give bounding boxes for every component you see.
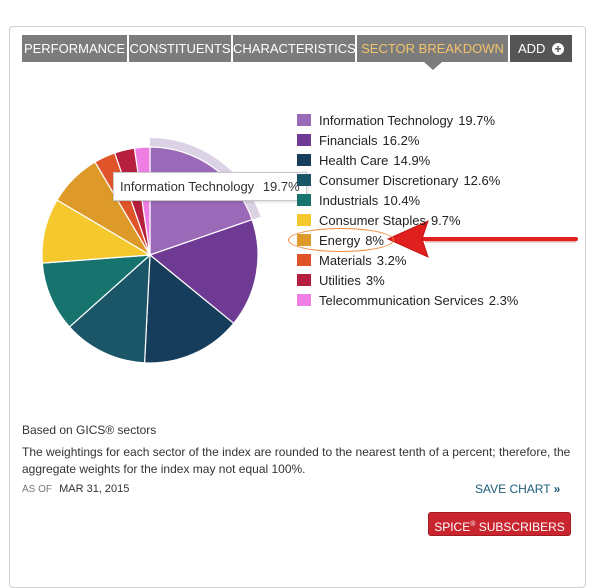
legend-swatch xyxy=(297,174,311,186)
legend-text: Materials 3.2% xyxy=(319,253,406,268)
legend-swatch xyxy=(297,274,311,286)
tab-characteristics[interactable]: CHARACTERISTICS xyxy=(233,35,357,62)
legend-swatch xyxy=(297,114,311,126)
legend-value: 16.2% xyxy=(382,132,420,148)
double-chevron-right-icon: » xyxy=(553,482,561,496)
save-chart-link[interactable]: SAVE CHART» xyxy=(475,482,560,496)
as-of-label: AS OF xyxy=(22,484,53,495)
legend-swatch xyxy=(297,154,311,166)
spice-subscribers-button[interactable]: SPICE® SUBSCRIBERS xyxy=(428,512,571,536)
save-chart-label: SAVE CHART xyxy=(475,482,551,496)
legend-label: Financials xyxy=(319,132,378,148)
legend-swatch xyxy=(297,214,311,226)
plus-circle-icon: + xyxy=(552,42,565,55)
legend-text: Consumer Staples 9.7% xyxy=(319,213,461,228)
legend-text: Consumer Discretionary 12.6% xyxy=(319,173,500,188)
tab-performance[interactable]: PERFORMANCE xyxy=(22,35,129,62)
registered-mark: ® xyxy=(470,521,476,528)
legend-label: Utilities xyxy=(319,272,361,288)
legend-value: 19.7% xyxy=(458,112,496,128)
legend-label: Telecommunication Services xyxy=(319,292,484,308)
tooltip-label: Information Technology xyxy=(120,179,255,194)
legend-item-consumer-discretionary[interactable]: Consumer Discretionary 12.6% xyxy=(297,170,518,190)
tooltip-value: 19.7% xyxy=(262,179,300,194)
legend-item-consumer-staples[interactable]: Consumer Staples 9.7% xyxy=(297,210,518,230)
legend-value: 2.3% xyxy=(488,292,519,308)
legend-text: Telecommunication Services 2.3% xyxy=(319,293,518,308)
tab-sector-breakdown[interactable]: SECTOR BREAKDOWN xyxy=(357,35,510,70)
legend-value: 9.7% xyxy=(430,212,461,228)
legend-value: 3% xyxy=(365,272,385,288)
legend-text: Information Technology 19.7% xyxy=(319,113,495,128)
energy-highlight-oval xyxy=(288,228,394,252)
legend-swatch xyxy=(297,134,311,146)
legend-item-information-technology[interactable]: Information Technology 19.7% xyxy=(297,110,518,130)
legend-item-industrials[interactable]: Industrials 10.4% xyxy=(297,190,518,210)
pie-slice-health-care[interactable] xyxy=(143,253,235,364)
tab-bar: PERFORMANCE CONSTITUENTS CHARACTERISTICS… xyxy=(22,35,572,70)
add-label: ADD xyxy=(517,41,546,56)
legend-text: Health Care 14.9% xyxy=(319,153,430,168)
legend-item-telecommunication-services[interactable]: Telecommunication Services 2.3% xyxy=(297,290,518,310)
legend-label: Health Care xyxy=(319,152,389,168)
red-arrow-annotation xyxy=(386,220,578,258)
as-of-value: MAR 31, 2015 xyxy=(59,483,130,495)
legend-value: 10.4% xyxy=(383,192,421,208)
legend-text: Industrials 10.4% xyxy=(319,193,420,208)
legend-label: Industrials xyxy=(319,192,379,208)
legend-label: Materials xyxy=(319,252,372,268)
add-button[interactable]: ADD + xyxy=(510,35,572,62)
legend-item-health-care[interactable]: Health Care 14.9% xyxy=(297,150,518,170)
legend-swatch xyxy=(297,254,311,266)
legend-text: Financials 16.2% xyxy=(319,133,419,148)
weighting-disclaimer: The weightings for each sector of the in… xyxy=(22,445,571,476)
pie-slice-financials[interactable] xyxy=(148,218,259,325)
legend-item-financials[interactable]: Financials 16.2% xyxy=(297,130,518,150)
legend-label: Information Technology xyxy=(319,112,454,128)
legend-text: Utilities 3% xyxy=(319,273,385,288)
legend-value: 14.9% xyxy=(393,152,431,168)
legend-swatch xyxy=(297,294,311,306)
legend-value: 12.6% xyxy=(463,172,501,188)
chart-legend: Information Technology 19.7% Financials 16.… xyxy=(297,110,518,310)
legend-value: 3.2% xyxy=(376,252,407,268)
pie-slice-consumer-discretionary[interactable] xyxy=(68,253,151,364)
spice-label: SPICE xyxy=(434,520,471,534)
gics-note: Based on GICS® sectors xyxy=(22,423,157,437)
pie-slice-industrials[interactable] xyxy=(41,254,152,328)
legend-swatch xyxy=(297,194,311,206)
legend-item-materials[interactable]: Materials 3.2% xyxy=(297,250,518,270)
as-of-date: AS OF MAR 31, 2015 xyxy=(22,483,129,495)
legend-item-utilities[interactable]: Utilities 3% xyxy=(297,270,518,290)
legend-label: Consumer Staples xyxy=(319,212,426,228)
tab-constituents[interactable]: CONSTITUENTS xyxy=(129,35,233,62)
slice-tooltip: Information Technology 19.7% xyxy=(113,172,307,201)
legend-label: Consumer Discretionary xyxy=(319,172,459,188)
spice-label-suffix: SUBSCRIBERS xyxy=(475,520,565,534)
